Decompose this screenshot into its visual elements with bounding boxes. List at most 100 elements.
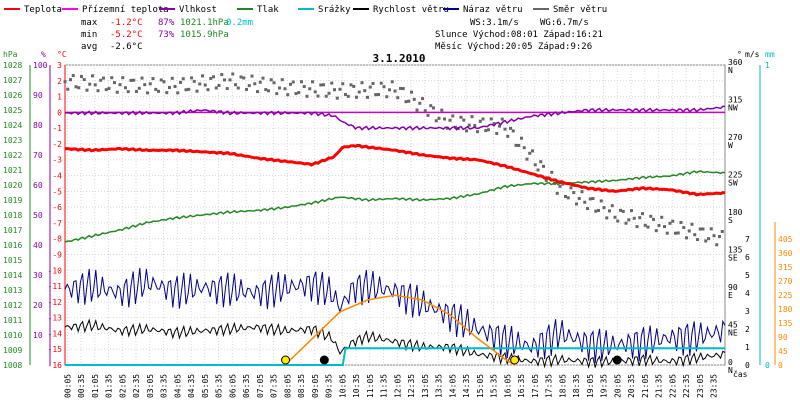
- tick-label-hpa: 1014: [3, 271, 22, 280]
- wind-direction-dot: [198, 82, 202, 86]
- tick-label-hpa: 1018: [3, 211, 22, 220]
- wind-direction-dot: [531, 149, 534, 153]
- tick-label-hpa: 1023: [3, 136, 22, 145]
- wind-direction-dot: [195, 89, 199, 93]
- wind-direction-dot: [481, 117, 485, 121]
- wind-direction-dot: [264, 88, 268, 92]
- wind-direction-dot: [91, 74, 94, 78]
- x-tick-label: 03:05: [146, 374, 155, 398]
- wind-direction-dot: [132, 78, 136, 82]
- tick-label-hpa: 1021: [3, 166, 22, 175]
- wind-direction-dot: [701, 227, 705, 231]
- wind-direction-series: [63, 72, 724, 247]
- legend-label: Náraz větru: [463, 5, 523, 15]
- wind-direction-dot: [544, 178, 548, 182]
- wind-direction-dot: [393, 89, 397, 93]
- wind-direction-dot: [687, 229, 691, 233]
- moonrise-marker: [612, 355, 622, 365]
- wind-direction-dot: [187, 87, 191, 91]
- wind-direction-dot: [489, 117, 493, 121]
- wind-direction-dot: [522, 146, 526, 150]
- legend-label: Přízemní teplota: [82, 5, 169, 15]
- tick-label-sun: 180: [778, 305, 793, 314]
- wind-direction-dot: [500, 117, 504, 121]
- wind-direction-dot: [300, 80, 303, 84]
- wind-direction-dot: [517, 143, 521, 147]
- wind-direction-dot: [429, 104, 433, 108]
- stats-max-press: 1021.1hPa: [180, 18, 229, 28]
- x-tick-label: 18:35: [572, 374, 581, 398]
- wind-direction-dot: [69, 78, 72, 82]
- wind-direction-dot: [704, 239, 708, 243]
- wind-direction-dot: [74, 85, 78, 89]
- tick-label-hpa: 1024: [3, 121, 22, 130]
- wind-direction-dot: [718, 234, 721, 238]
- wind-direction-dot: [495, 131, 499, 135]
- x-tick-label: 19:05: [586, 374, 595, 398]
- wind-direction-dot: [575, 202, 578, 206]
- legend-label: Vlhkost: [179, 5, 217, 15]
- wind-direction-dot: [137, 86, 141, 90]
- wind-direction-dot: [308, 87, 312, 91]
- wind-direction-dot: [514, 143, 518, 147]
- wind-direction-dot: [399, 86, 402, 90]
- wind-direction-dot: [572, 191, 576, 195]
- tick-label-hpa: 1016: [3, 241, 22, 250]
- wind-direction-dot: [220, 73, 224, 77]
- wind-direction-dot: [696, 238, 699, 242]
- wind-direction-dot: [679, 220, 683, 224]
- tick-label-ms: 0: [745, 361, 750, 370]
- wind-direction-dot: [209, 76, 213, 80]
- tick-label-hpa: 1022: [3, 151, 22, 160]
- wind-direction-dot: [528, 151, 532, 155]
- tick-label-celsius: 1: [57, 93, 62, 102]
- tick-label-celsius: -12: [48, 298, 63, 307]
- stats-avg-label: avg: [81, 42, 97, 52]
- tick-label-celsius: -2: [52, 140, 62, 149]
- tick-label-hpa: 1020: [3, 181, 22, 190]
- wind-direction-dot: [663, 225, 666, 229]
- wind-direction-dot: [591, 197, 595, 201]
- tick-label-direction-name: W: [728, 141, 733, 150]
- wind-direction-dot: [632, 216, 636, 220]
- wind-direction-dot: [223, 78, 226, 82]
- wind-direction-dot: [341, 82, 345, 86]
- wind-direction-dot: [170, 76, 174, 80]
- tick-label-percent: 20: [33, 301, 43, 310]
- axis-hpa-title: hPa: [3, 50, 18, 59]
- tick-label-celsius: -7: [52, 219, 62, 228]
- wind-direction-dot: [665, 231, 669, 235]
- wind-direction-dot: [311, 80, 314, 84]
- tick-label-celsius: -16: [48, 361, 63, 370]
- tick-label-direction: 180: [728, 208, 743, 217]
- wind-direction-dot: [630, 209, 633, 213]
- legend-label: Rychlost větru: [373, 5, 449, 15]
- tick-label-hpa: 1015: [3, 256, 22, 265]
- wind-direction-dot: [421, 97, 424, 101]
- wind-direction-dot: [608, 209, 611, 213]
- wind-direction-dot: [231, 72, 235, 76]
- wind-direction-dot: [583, 200, 587, 204]
- tick-label-ms: 2: [745, 325, 750, 334]
- wind-direction-dot: [355, 95, 358, 99]
- wind-direction-dot: [280, 78, 284, 82]
- x-tick-label: 05:35: [215, 374, 224, 398]
- wind-direction-dot: [319, 83, 323, 87]
- tick-label-sun: 360: [778, 249, 793, 258]
- tick-label-direction-name: E: [728, 291, 733, 300]
- tick-label-direction: 0: [728, 358, 733, 367]
- wind-direction-dot: [432, 106, 435, 110]
- sun-moon-markers: [281, 355, 622, 365]
- tick-label-percent: 80: [33, 121, 43, 130]
- wind-direction-dot: [599, 199, 603, 203]
- wind-direction-dot: [82, 78, 86, 82]
- tick-label-celsius: 2: [57, 77, 62, 86]
- wind-direction-dot: [269, 78, 273, 82]
- wind-direction-dot: [616, 219, 620, 223]
- tick-label-direction-name: N: [728, 366, 733, 375]
- x-tick-label: 03:35: [160, 374, 169, 398]
- x-tick-label: 15:05: [476, 374, 485, 398]
- series-line-humidity: [64, 105, 726, 131]
- legend-label: Tlak: [257, 5, 279, 15]
- wind-direction-dot: [344, 92, 347, 96]
